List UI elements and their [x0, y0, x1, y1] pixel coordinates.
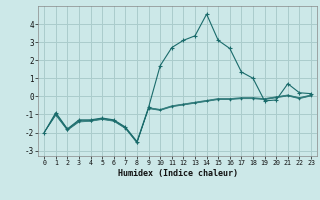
- X-axis label: Humidex (Indice chaleur): Humidex (Indice chaleur): [118, 169, 238, 178]
